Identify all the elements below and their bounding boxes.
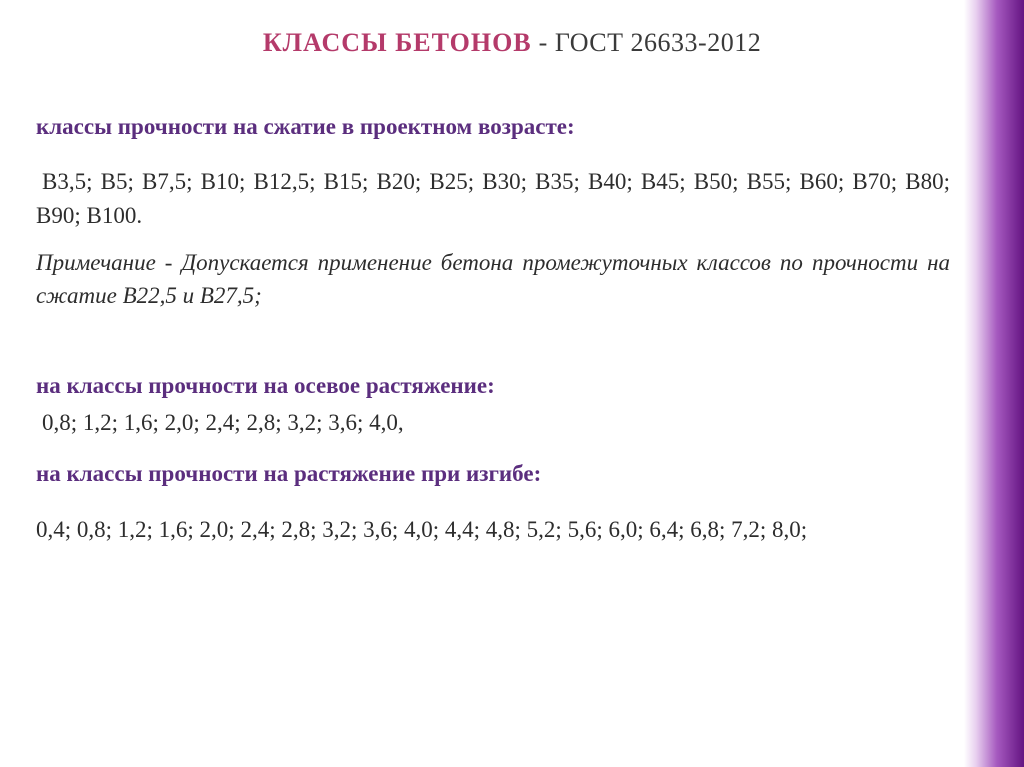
spacer <box>36 333 950 351</box>
note-compression: Примечание - Допускается применение бето… <box>36 246 950 313</box>
heading-compression: классы прочности на сжатие в проектном в… <box>36 110 950 143</box>
title-rest: ГОСТ 26633-2012 <box>555 28 761 57</box>
title-highlight: Классы бетонов <box>263 28 532 57</box>
side-gradient-decor <box>964 0 1024 767</box>
spacer <box>36 147 950 165</box>
title-separator: - <box>532 28 555 57</box>
values-compression: В3,5; В5; В7,5; В10; В12,5; В15; В20; В2… <box>36 165 950 232</box>
slide: Классы бетонов - ГОСТ 26633-2012 классы … <box>0 0 1024 767</box>
page-title: Классы бетонов - ГОСТ 26633-2012 <box>0 28 1024 58</box>
heading-flexural-tension: на классы прочности на растяжение при из… <box>36 457 950 490</box>
values-axial-tension: 0,8; 1,2; 1,6; 2,0; 2,4; 2,8; 3,2; 3,6; … <box>36 406 950 439</box>
heading-axial-tension: на классы прочности на осевое растяжение… <box>36 369 950 402</box>
values-flexural-tension: 0,4; 0,8; 1,2; 1,6; 2,0; 2,4; 2,8; 3,2; … <box>36 513 950 546</box>
content-area: классы прочности на сжатие в проектном в… <box>36 110 950 552</box>
spacer <box>36 495 950 513</box>
